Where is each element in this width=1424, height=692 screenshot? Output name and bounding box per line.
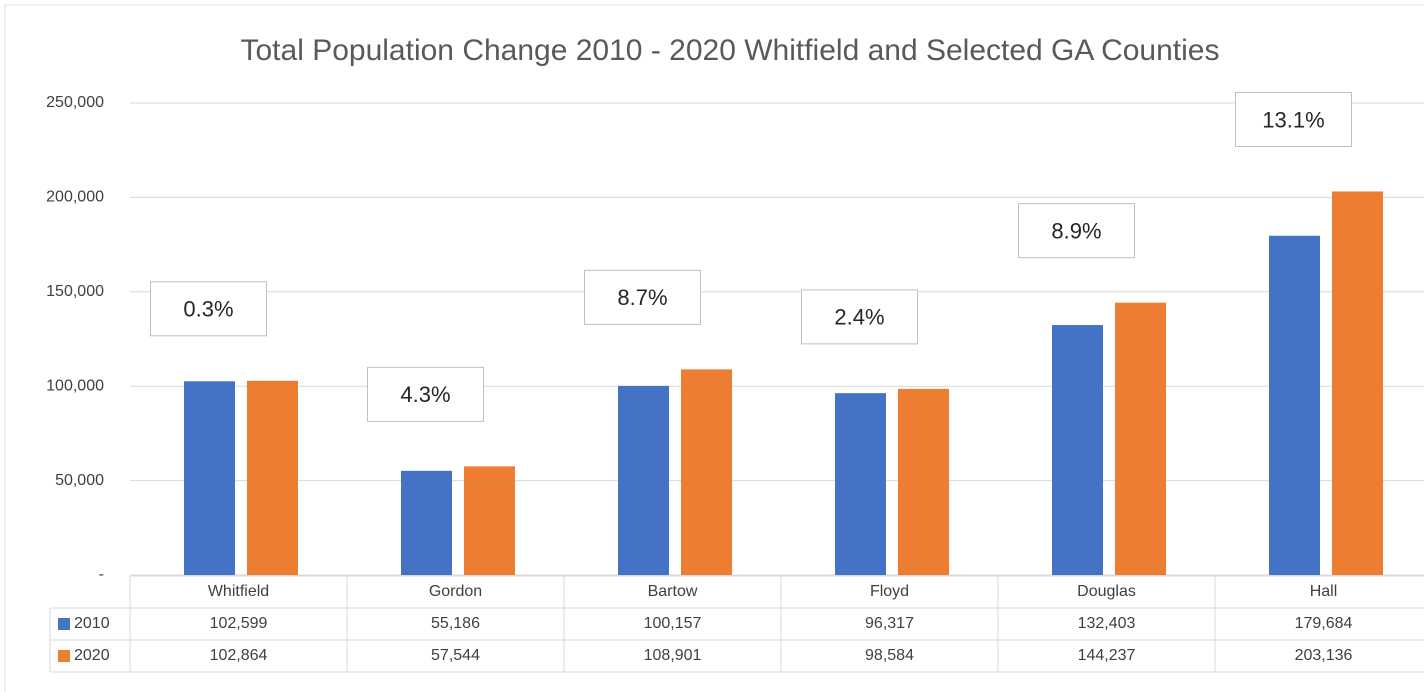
table-value: 57,544 xyxy=(431,647,480,664)
annotation: 0.3% xyxy=(183,297,233,322)
chart-border xyxy=(4,4,1424,692)
table-value: 102,864 xyxy=(210,647,268,664)
annotation-box xyxy=(1018,203,1135,259)
x-tick-label: Gordon xyxy=(429,583,482,600)
y-tick-label: 250,000 xyxy=(46,94,104,111)
y-tick-label: 50,000 xyxy=(55,472,104,489)
bar xyxy=(1052,325,1103,575)
bar xyxy=(1269,235,1320,576)
table-value: 98,584 xyxy=(865,647,914,664)
bar xyxy=(835,393,886,575)
bar xyxy=(464,466,515,575)
bar xyxy=(401,470,452,575)
bar xyxy=(184,381,235,575)
annotation: 8.9% xyxy=(1051,218,1101,243)
table-value: 108,901 xyxy=(644,647,702,664)
table-value: 132,403 xyxy=(1078,615,1136,632)
y-tick-label: - xyxy=(99,566,104,583)
chart-title: Total Population Change 2010 - 2020 Whit… xyxy=(241,34,1220,67)
bar xyxy=(1332,191,1383,575)
bar xyxy=(618,385,669,575)
x-tick-label: Whitfield xyxy=(208,583,269,600)
bar xyxy=(1115,302,1166,575)
table-value: 96,317 xyxy=(865,615,914,632)
table-value: 144,237 xyxy=(1078,647,1136,664)
legend-swatch xyxy=(58,650,70,662)
x-tick-label: Douglas xyxy=(1077,583,1136,600)
annotation-box xyxy=(367,366,484,422)
annotation: 4.3% xyxy=(400,382,450,407)
bar xyxy=(898,388,949,575)
y-tick-label: 200,000 xyxy=(46,189,104,206)
annotation: 13.1% xyxy=(1262,107,1324,132)
annotation: 8.7% xyxy=(617,285,667,310)
table-value: 100,157 xyxy=(644,615,702,632)
bar xyxy=(247,380,298,575)
bar xyxy=(681,369,732,575)
annotation: 2.4% xyxy=(834,305,884,330)
x-tick-label: Hall xyxy=(1310,583,1338,600)
annotation-box xyxy=(584,269,701,325)
y-tick-label: 100,000 xyxy=(46,377,104,394)
annotation-box xyxy=(1235,91,1352,147)
legend-label: 2010 xyxy=(74,615,110,632)
legend-label: 2020 xyxy=(74,647,110,664)
table-value: 102,599 xyxy=(210,615,268,632)
legend-swatch xyxy=(58,618,70,630)
table-value: 55,186 xyxy=(431,615,480,632)
table-value: 203,136 xyxy=(1295,647,1353,664)
table-value: 179,684 xyxy=(1295,615,1353,632)
x-tick-label: Bartow xyxy=(648,583,698,600)
y-tick-label: 150,000 xyxy=(46,283,104,300)
annotation-box xyxy=(150,281,267,337)
x-tick-label: Floyd xyxy=(870,583,909,600)
annotation-box xyxy=(801,289,918,345)
